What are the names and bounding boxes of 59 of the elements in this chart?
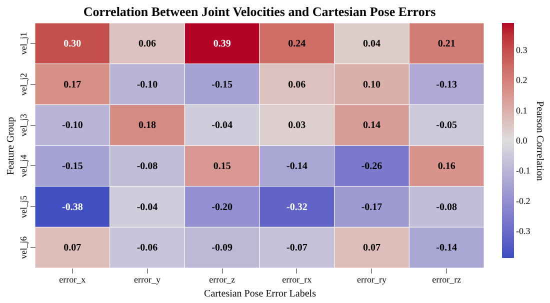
color-bar-label: 0.1 <box>516 105 528 116</box>
color-bar-label: -0.1 <box>516 166 530 176</box>
x-tick-label: error_ry <box>357 274 387 284</box>
color-bar-label: -0.3 <box>516 226 531 236</box>
color-bar-label: 0.0 <box>516 136 528 146</box>
data-label: 0.04 <box>363 38 380 50</box>
data-label: -0.04 <box>136 202 158 213</box>
data-label: 0.07 <box>363 242 380 254</box>
data-label: 0.03 <box>288 120 306 132</box>
y-tick-label: vel_j1 <box>18 32 28 55</box>
data-label: -0.14 <box>436 242 458 254</box>
data-label: -0.05 <box>436 120 458 132</box>
y-tick-label: vel_j2 <box>18 73 28 96</box>
data-label: -0.09 <box>212 242 233 254</box>
data-label: -0.04 <box>212 120 233 132</box>
data-label: 0.14 <box>363 120 380 132</box>
x-tick-label: error_x <box>59 274 86 284</box>
data-label: -0.15 <box>212 79 233 90</box>
x-tick-label: error_z <box>209 274 236 284</box>
data-label: 0.39 <box>213 38 231 50</box>
data-label: -0.26 <box>361 160 382 172</box>
y-axis-title: Feature Group <box>6 116 16 176</box>
data-label: -0.38 <box>62 202 83 213</box>
data-label: -0.17 <box>361 202 382 213</box>
color-bar-label: -0.2 <box>516 196 530 206</box>
data-label: 0.30 <box>64 38 82 50</box>
data-label: -0.08 <box>436 202 458 213</box>
data-label: -0.10 <box>62 120 83 132</box>
data-label: 0.15 <box>213 160 231 172</box>
chart-title: Correlation Between Joint Velocities and Cartesian Pose Errors <box>83 4 436 19</box>
data-label: -0.20 <box>212 202 233 213</box>
data-label: -0.06 <box>136 242 158 254</box>
data-label: 0.16 <box>438 160 456 172</box>
data-label: -0.10 <box>136 79 158 90</box>
data-label: 0.17 <box>64 79 82 90</box>
data-label: 0.21 <box>438 38 456 50</box>
data-label: 0.10 <box>363 79 380 90</box>
data-label: -0.08 <box>136 160 158 172</box>
x-tick-label: error_y <box>134 274 161 284</box>
y-tick-label: vel_j4 <box>18 154 28 178</box>
x-tick-label: error_rz <box>432 274 462 284</box>
color-bar-title: Pearson Correlation <box>534 101 545 181</box>
y-tick-label: vel_j3 <box>18 113 28 136</box>
data-label: 0.06 <box>288 79 306 90</box>
data-label: 0.07 <box>64 242 82 254</box>
data-label: 0.24 <box>288 38 306 50</box>
x-tick-label: error_rx <box>282 274 312 284</box>
y-tick-label: vel_j5 <box>18 195 28 218</box>
color-bar-label: 0.3 <box>516 45 528 56</box>
data-label: -0.13 <box>436 79 458 90</box>
data-label: -0.14 <box>286 160 308 172</box>
data-label: -0.32 <box>286 202 308 213</box>
x-axis-title: Cartesian Pose Error Labels <box>204 288 316 300</box>
color-bar-label: 0.2 <box>516 75 528 86</box>
data-label: 0.06 <box>138 38 156 50</box>
y-tick-label: vel_j6 <box>18 236 28 259</box>
data-label: -0.07 <box>286 242 308 254</box>
data-label: -0.15 <box>62 160 83 172</box>
data-label: 0.18 <box>138 120 156 132</box>
